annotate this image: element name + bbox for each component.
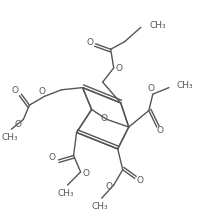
Text: O: O: [156, 126, 163, 135]
Text: O: O: [86, 38, 93, 47]
Text: O: O: [15, 120, 22, 129]
Text: CH₃: CH₃: [57, 189, 73, 198]
Text: CH₃: CH₃: [176, 81, 193, 90]
Text: O: O: [136, 176, 143, 185]
Text: O: O: [82, 168, 89, 178]
Text: O: O: [105, 182, 112, 191]
Text: O: O: [147, 84, 154, 93]
Text: O: O: [100, 114, 107, 123]
Text: CH₃: CH₃: [91, 202, 108, 212]
Text: O: O: [39, 87, 46, 96]
Text: O: O: [12, 86, 19, 95]
Text: CH₃: CH₃: [1, 133, 18, 143]
Text: O: O: [49, 153, 56, 162]
Text: O: O: [115, 64, 122, 74]
Text: CH₃: CH₃: [149, 21, 166, 30]
